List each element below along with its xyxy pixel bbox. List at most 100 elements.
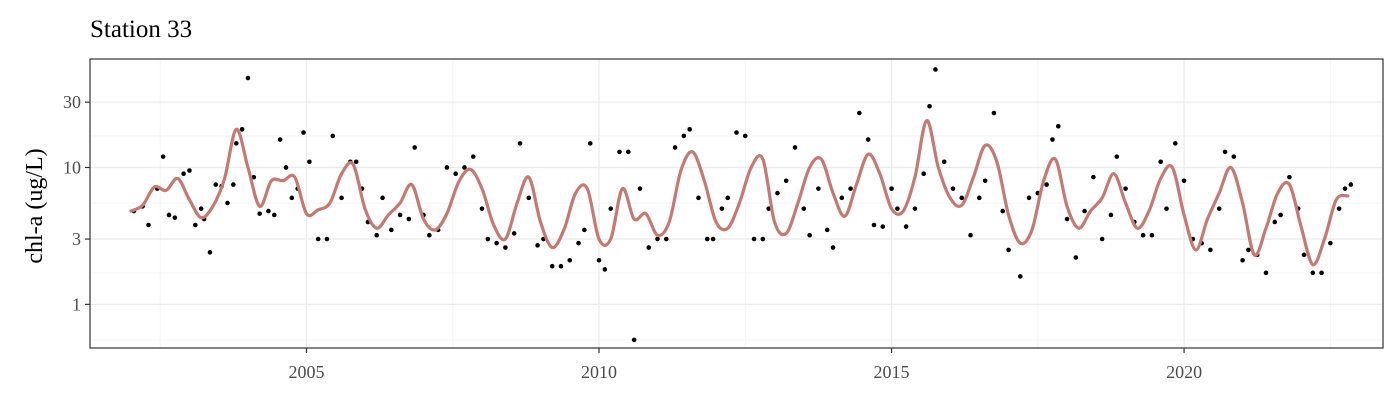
data-point	[1158, 159, 1163, 165]
data-point	[865, 137, 871, 142]
data-point	[655, 236, 660, 242]
data-point	[266, 208, 271, 214]
data-point	[968, 232, 973, 238]
data-point	[251, 174, 257, 180]
data-point	[1231, 154, 1237, 159]
data-point	[511, 231, 517, 236]
data-point	[839, 195, 845, 201]
data-point	[427, 232, 432, 238]
smooth-line	[129, 118, 1350, 267]
data-point	[596, 257, 602, 263]
data-point	[734, 130, 739, 135]
data-point	[245, 75, 251, 81]
data-point	[663, 236, 669, 242]
data-point	[233, 141, 239, 146]
data-point	[977, 195, 982, 201]
data-point	[517, 141, 523, 146]
data-point	[742, 133, 748, 139]
data-point	[801, 206, 807, 211]
grid-major	[90, 59, 1383, 348]
data-point	[1263, 270, 1269, 276]
data-point	[330, 133, 336, 139]
data-point	[830, 245, 836, 250]
data-point	[1108, 212, 1114, 218]
data-point	[903, 224, 909, 229]
data-point	[1140, 232, 1146, 238]
data-point	[704, 236, 710, 242]
data-point	[631, 337, 637, 343]
data-point	[1336, 206, 1342, 211]
data-point	[526, 195, 532, 201]
x-tick-label: 2020	[1166, 362, 1202, 382]
data-point	[353, 159, 359, 165]
data-point	[857, 110, 862, 116]
data-point	[792, 145, 798, 150]
data-point	[549, 263, 555, 269]
data-point	[982, 178, 988, 184]
panel-border	[89, 58, 1384, 349]
data-point	[927, 103, 932, 109]
data-point	[166, 212, 172, 218]
data-point	[848, 186, 853, 191]
data-point	[225, 200, 230, 206]
data-point	[672, 145, 678, 150]
data-point	[146, 222, 151, 228]
data-point	[339, 195, 344, 201]
data-point	[453, 171, 458, 177]
grid-minor	[90, 59, 1383, 348]
data-point	[783, 178, 789, 184]
data-point	[187, 168, 192, 173]
y-tick-label: 3	[72, 229, 81, 249]
data-point	[950, 186, 956, 191]
data-point	[775, 190, 780, 196]
data-point	[1055, 123, 1061, 129]
x-tick-label: 2015	[874, 362, 910, 382]
data-point	[1173, 141, 1178, 146]
data-point	[1208, 247, 1213, 253]
data-point	[397, 212, 403, 218]
data-point	[766, 206, 771, 211]
data-point	[1278, 212, 1283, 218]
data-point	[1064, 216, 1070, 222]
data-point	[485, 236, 491, 242]
data-point	[1149, 232, 1155, 238]
data-point	[470, 154, 476, 159]
data-point	[681, 133, 687, 139]
data-point	[535, 243, 540, 248]
data-point	[444, 165, 450, 170]
data-point	[1240, 257, 1245, 263]
data-point	[1342, 186, 1348, 191]
data-point	[719, 206, 725, 211]
data-point	[181, 171, 186, 177]
data-point	[406, 216, 412, 222]
data-point	[1164, 206, 1169, 211]
data-point	[824, 227, 830, 233]
data-point	[1044, 182, 1049, 187]
data-point	[289, 195, 295, 201]
data-point	[315, 236, 321, 242]
chart-title: Station 33	[90, 16, 192, 43]
data-point	[608, 206, 614, 211]
data-point	[1082, 208, 1087, 214]
data-point	[307, 159, 312, 165]
y-tick-label: 1	[72, 294, 81, 314]
data-point	[380, 195, 385, 201]
data-point	[567, 257, 573, 263]
data-point	[959, 195, 965, 201]
data-point	[880, 224, 886, 229]
data-point	[1181, 178, 1187, 184]
data-point	[1073, 255, 1079, 260]
data-point	[1114, 154, 1120, 159]
data-point	[991, 110, 997, 116]
data-point	[389, 227, 394, 233]
data-point	[871, 222, 877, 228]
data-point	[231, 182, 236, 187]
data-point	[576, 240, 581, 246]
data-point	[1091, 174, 1096, 180]
data-point	[1222, 149, 1228, 155]
data-point	[1272, 219, 1278, 225]
data-point	[1246, 247, 1251, 253]
data-point	[602, 267, 608, 272]
data-point	[494, 240, 499, 246]
